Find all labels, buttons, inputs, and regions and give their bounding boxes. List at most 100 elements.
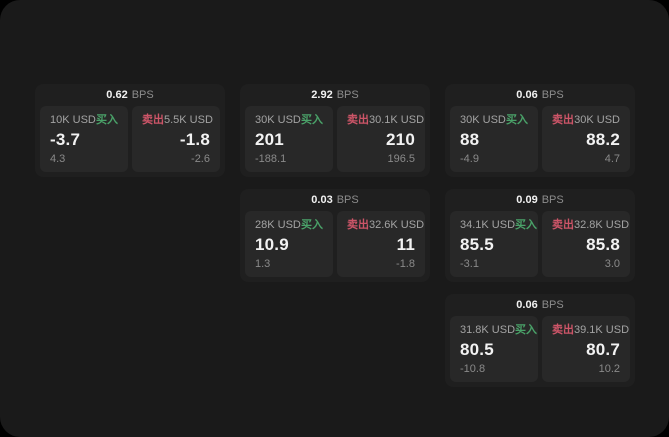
buy-amount: 34.1K USD <box>460 219 516 231</box>
buy-side-label: 买入 <box>301 219 323 231</box>
quote-card: 0.62 BPS 10K USD 买入 -3.7 4.3 卖出 5.5K USD… <box>35 84 225 177</box>
sell-top-row: 卖出 32.6K USD <box>347 219 424 231</box>
buy-price: 201 <box>255 130 284 149</box>
buy-side-label: 买入 <box>515 219 538 231</box>
card-header: 0.09 BPS <box>450 189 630 211</box>
sell-top-row: 卖出 32.8K USD <box>552 219 629 231</box>
sell-price: 85.8 <box>586 235 620 254</box>
card-body: 34.1K USD 买入 85.5 -3.1 卖出 32.8K USD 85.8… <box>450 211 630 277</box>
buy-panel[interactable]: 30K USD 买入 201 -188.1 <box>245 106 333 172</box>
buy-side-label: 买入 <box>506 114 528 126</box>
buy-price: 85.5 <box>460 235 494 254</box>
card-body: 30K USD 买入 88 -4.9 卖出 30K USD 88.2 4.7 <box>450 106 630 172</box>
buy-amount: 31.8K USD <box>460 324 516 336</box>
sell-amount: 30K USD <box>574 114 620 126</box>
buy-price: 80.5 <box>460 340 494 359</box>
bps-unit-label: BPS <box>541 299 564 311</box>
card-body: 10K USD 买入 -3.7 4.3 卖出 5.5K USD -1.8 -2.… <box>40 106 220 172</box>
bps-unit-label: BPS <box>131 89 154 101</box>
sell-amount: 39.1K USD <box>574 324 630 336</box>
sell-delta: -1.8 <box>396 258 415 270</box>
bps-value: 0.62 <box>106 89 128 101</box>
sell-price: 80.7 <box>586 340 620 359</box>
card-header: 0.06 BPS <box>450 294 630 316</box>
bps-value: 0.06 <box>516 299 538 311</box>
card-body: 28K USD 买入 10.9 1.3 卖出 32.6K USD 11 -1.8 <box>245 211 425 277</box>
sell-amount: 32.6K USD <box>369 219 425 231</box>
card-header: 0.62 BPS <box>40 84 220 106</box>
buy-delta: 1.3 <box>255 258 271 270</box>
sell-amount: 32.8K USD <box>574 219 630 231</box>
sell-side-label: 卖出 <box>552 219 574 231</box>
buy-delta: 4.3 <box>50 153 66 165</box>
cards-grid: 0.62 BPS 10K USD 买入 -3.7 4.3 卖出 5.5K USD… <box>35 84 635 387</box>
sell-delta: -2.6 <box>191 153 210 165</box>
buy-panel[interactable]: 28K USD 买入 10.9 1.3 <box>245 211 333 277</box>
buy-price: 10.9 <box>255 235 289 254</box>
buy-top-row: 10K USD 买入 <box>50 114 118 126</box>
buy-side-label: 买入 <box>96 114 118 126</box>
sell-side-label: 卖出 <box>347 114 369 126</box>
bps-unit-label: BPS <box>541 89 564 101</box>
buy-amount: 10K USD <box>50 114 96 126</box>
quote-card: 0.06 BPS 31.8K USD 买入 80.5 -10.8 卖出 39.1… <box>445 294 635 387</box>
sell-panel[interactable]: 卖出 30K USD 88.2 4.7 <box>542 106 630 172</box>
sell-top-row: 卖出 39.1K USD <box>552 324 629 336</box>
buy-side-label: 买入 <box>515 324 538 336</box>
card-body: 30K USD 买入 201 -188.1 卖出 30.1K USD 210 1… <box>245 106 425 172</box>
sell-amount: 30.1K USD <box>369 114 425 126</box>
buy-price: 88 <box>460 130 480 149</box>
sell-delta: 196.5 <box>387 153 415 165</box>
quote-card: 2.92 BPS 30K USD 买入 201 -188.1 卖出 30.1K … <box>240 84 430 177</box>
buy-price: -3.7 <box>50 130 81 149</box>
card-header: 0.03 BPS <box>245 189 425 211</box>
sell-top-row: 卖出 30K USD <box>552 114 620 126</box>
sell-panel[interactable]: 卖出 5.5K USD -1.8 -2.6 <box>132 106 220 172</box>
quote-card: 0.09 BPS 34.1K USD 买入 85.5 -3.1 卖出 32.8K… <box>445 189 635 282</box>
buy-panel[interactable]: 30K USD 买入 88 -4.9 <box>450 106 538 172</box>
buy-amount: 30K USD <box>255 114 301 126</box>
buy-delta: -10.8 <box>460 363 486 375</box>
bps-value: 0.09 <box>516 194 538 206</box>
sell-side-label: 卖出 <box>552 324 574 336</box>
sell-price: 11 <box>396 235 415 254</box>
sell-price: -1.8 <box>179 130 210 149</box>
bps-unit-label: BPS <box>336 194 359 206</box>
sell-side-label: 卖出 <box>142 114 164 126</box>
sell-panel[interactable]: 卖出 32.8K USD 85.8 3.0 <box>542 211 630 277</box>
sell-panel[interactable]: 卖出 30.1K USD 210 196.5 <box>337 106 425 172</box>
sell-price: 88.2 <box>586 130 620 149</box>
sell-delta: 3.0 <box>604 258 620 270</box>
sell-side-label: 卖出 <box>347 219 369 231</box>
buy-top-row: 31.8K USD 买入 <box>460 324 537 336</box>
buy-delta: -4.9 <box>460 153 479 165</box>
card-header: 0.06 BPS <box>450 84 630 106</box>
quote-card: 0.03 BPS 28K USD 买入 10.9 1.3 卖出 32.6K US… <box>240 189 430 282</box>
sell-price: 210 <box>386 130 415 149</box>
buy-top-row: 30K USD 买入 <box>460 114 528 126</box>
sell-panel[interactable]: 卖出 32.6K USD 11 -1.8 <box>337 211 425 277</box>
bps-value: 0.03 <box>311 194 333 206</box>
buy-amount: 28K USD <box>255 219 301 231</box>
buy-delta: -3.1 <box>460 258 479 270</box>
bps-unit-label: BPS <box>541 194 564 206</box>
buy-panel[interactable]: 10K USD 买入 -3.7 4.3 <box>40 106 128 172</box>
sell-panel[interactable]: 卖出 39.1K USD 80.7 10.2 <box>542 316 630 382</box>
buy-amount: 30K USD <box>460 114 506 126</box>
bps-value: 2.92 <box>311 89 333 101</box>
buy-top-row: 30K USD 买入 <box>255 114 323 126</box>
buy-panel[interactable]: 34.1K USD 买入 85.5 -3.1 <box>450 211 538 277</box>
card-header: 2.92 BPS <box>245 84 425 106</box>
buy-panel[interactable]: 31.8K USD 买入 80.5 -10.8 <box>450 316 538 382</box>
buy-side-label: 买入 <box>301 114 323 126</box>
buy-top-row: 34.1K USD 买入 <box>460 219 537 231</box>
buy-delta: -188.1 <box>255 153 287 165</box>
sell-delta: 4.7 <box>604 153 620 165</box>
sell-top-row: 卖出 5.5K USD <box>142 114 213 126</box>
sell-top-row: 卖出 30.1K USD <box>347 114 424 126</box>
buy-top-row: 28K USD 买入 <box>255 219 323 231</box>
sell-amount: 5.5K USD <box>164 114 213 126</box>
bps-unit-label: BPS <box>336 89 359 101</box>
sell-side-label: 卖出 <box>552 114 574 126</box>
